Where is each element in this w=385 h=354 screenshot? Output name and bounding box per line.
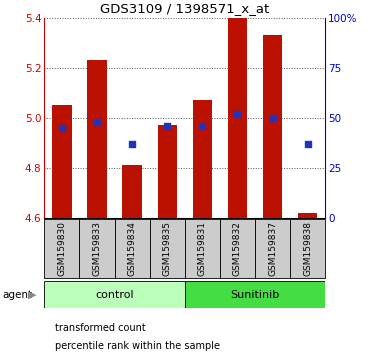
FancyBboxPatch shape — [255, 219, 290, 278]
FancyBboxPatch shape — [44, 219, 79, 278]
Bar — [87, 60, 107, 218]
Text: transformed count: transformed count — [55, 323, 146, 333]
Bar — [298, 213, 317, 218]
Title: GDS3109 / 1398571_x_at: GDS3109 / 1398571_x_at — [100, 2, 270, 15]
Point — [270, 115, 276, 121]
Text: percentile rank within the sample: percentile rank within the sample — [55, 341, 220, 350]
FancyBboxPatch shape — [185, 219, 220, 278]
Point — [305, 141, 311, 147]
Text: GSM159837: GSM159837 — [268, 221, 277, 276]
Text: GSM159830: GSM159830 — [57, 221, 66, 276]
Text: Sunitinib: Sunitinib — [231, 290, 280, 300]
Text: GSM159831: GSM159831 — [198, 221, 207, 276]
Bar — [122, 165, 142, 218]
Text: GSM159833: GSM159833 — [92, 221, 102, 276]
Point — [199, 123, 206, 129]
Bar — [228, 18, 247, 218]
FancyBboxPatch shape — [150, 219, 185, 278]
Point — [164, 123, 170, 129]
FancyBboxPatch shape — [44, 281, 185, 308]
Bar — [157, 125, 177, 218]
Text: GSM159832: GSM159832 — [233, 221, 242, 276]
Bar — [263, 35, 282, 218]
Text: GSM159835: GSM159835 — [163, 221, 172, 276]
Text: agent: agent — [2, 290, 32, 300]
Point — [129, 141, 135, 147]
Bar — [52, 105, 72, 218]
Text: GSM159834: GSM159834 — [127, 221, 137, 276]
Text: GSM159838: GSM159838 — [303, 221, 312, 276]
Point — [94, 119, 100, 125]
Bar — [193, 100, 212, 218]
FancyBboxPatch shape — [220, 219, 255, 278]
FancyBboxPatch shape — [185, 281, 325, 308]
Text: control: control — [95, 290, 134, 300]
FancyBboxPatch shape — [79, 219, 115, 278]
Text: ▶: ▶ — [28, 290, 36, 300]
FancyBboxPatch shape — [290, 219, 325, 278]
Point — [59, 125, 65, 131]
FancyBboxPatch shape — [115, 219, 150, 278]
Point — [234, 111, 241, 116]
